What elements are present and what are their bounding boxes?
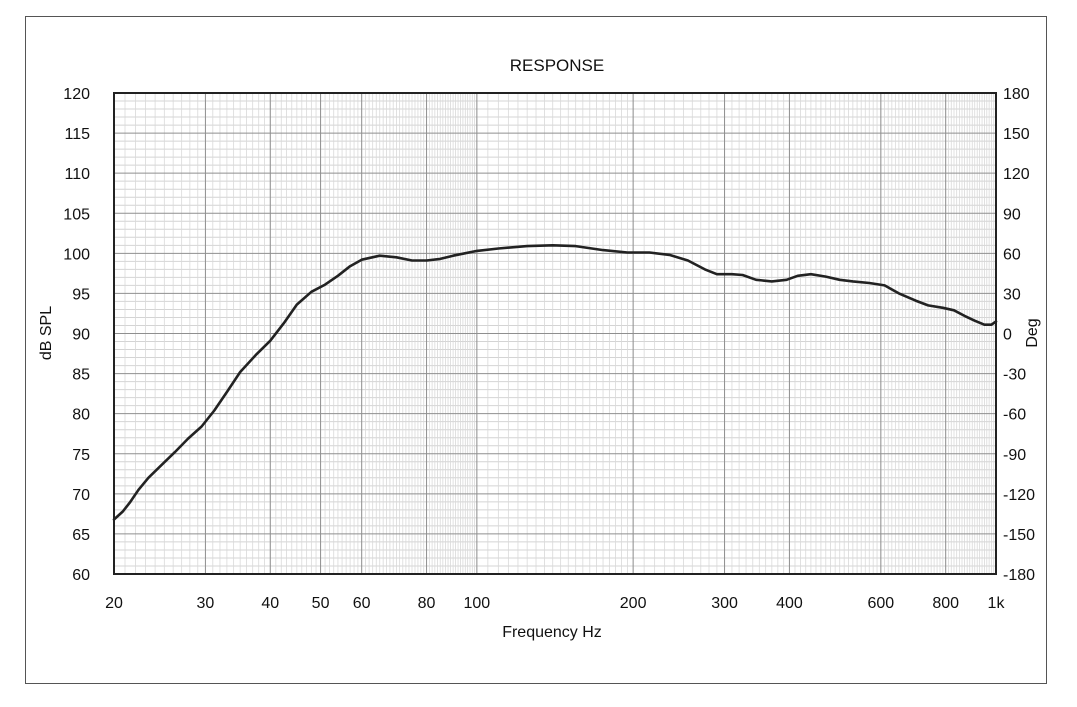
grid (114, 93, 996, 574)
y-tick-label: 120 (63, 86, 90, 103)
x-tick-label: 20 (105, 595, 123, 612)
x-tick-label: 80 (418, 595, 436, 612)
x-tick-label: 300 (711, 595, 738, 612)
y2-tick-label: -30 (1003, 367, 1026, 384)
plot-border (113, 92, 997, 575)
y2-tick-label: 180 (1003, 86, 1030, 103)
chart-frame (25, 16, 1047, 684)
y2-tick-label: -150 (1003, 527, 1035, 544)
y-tick-label: 70 (72, 487, 90, 504)
x-axis-label: Frequency Hz (502, 624, 602, 641)
y-tick-label: 75 (72, 447, 90, 464)
y2-tick-label: -60 (1003, 407, 1026, 424)
y-tick-label: 60 (72, 567, 90, 584)
y2-tick-label: 90 (1003, 206, 1021, 223)
y2-tick-label: 120 (1003, 166, 1030, 183)
y2-tick-label: 30 (1003, 286, 1021, 303)
y2-tick-label: -120 (1003, 487, 1035, 504)
chart-title: RESPONSE (510, 56, 604, 75)
y2-axis-label: Deg (1024, 318, 1041, 347)
x-tick-label: 50 (312, 595, 330, 612)
x-tick-label: 800 (932, 595, 959, 612)
x-tick-label: 100 (464, 595, 491, 612)
response-curve (112, 244, 998, 521)
x-tick-label: 200 (620, 595, 647, 612)
y-tick-label: 90 (72, 327, 90, 344)
x-tick-label: 60 (353, 595, 371, 612)
y-tick-label: 115 (64, 126, 90, 143)
y-axis-label: dB SPL (38, 306, 55, 360)
y2-tick-label: -90 (1003, 447, 1026, 464)
tick-labels: 20 30 40 50 60 80 100 200 300 400 600 800 1k60657075… (63, 86, 1035, 612)
x-tick-label: 1k (988, 595, 1006, 612)
y2-tick-label: 0 (1003, 327, 1012, 344)
y-tick-label: 65 (72, 527, 90, 544)
y2-tick-label: 60 (1003, 246, 1021, 263)
y-tick-label: 95 (72, 286, 90, 303)
x-tick-label: 40 (261, 595, 279, 612)
y-tick-label: 105 (63, 206, 90, 223)
y2-tick-label: -180 (1003, 567, 1035, 584)
x-tick-label: 30 (197, 595, 215, 612)
y-tick-label: 80 (72, 407, 90, 424)
x-tick-label: 400 (776, 595, 803, 612)
y2-tick-label: 150 (1003, 126, 1030, 143)
x-tick-label: 600 (867, 595, 894, 612)
y-tick-label: 85 (72, 367, 90, 384)
y-tick-label: 110 (64, 166, 90, 183)
y-tick-label: 100 (63, 246, 90, 263)
